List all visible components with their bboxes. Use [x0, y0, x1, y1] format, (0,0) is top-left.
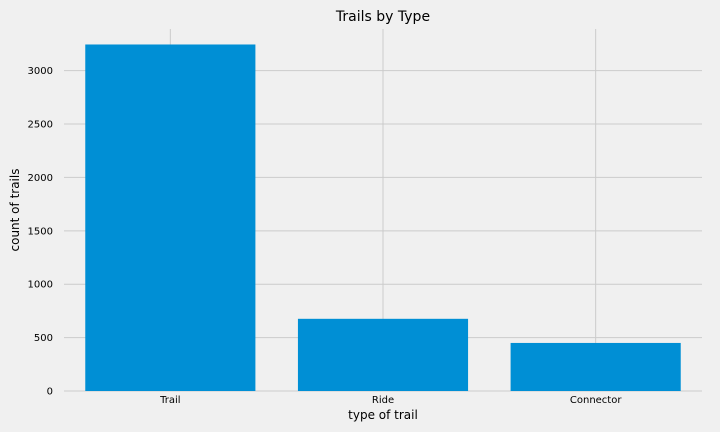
y-tick-label: 1500: [28, 226, 53, 237]
x-tick-label: Connector: [570, 395, 622, 406]
bar-trail: [85, 44, 256, 392]
bar-connector: [510, 342, 681, 391]
y-tick-label: 2000: [28, 173, 53, 184]
y-tick-labels: 0 500 1000 1500 2000 2500 3000: [28, 66, 53, 397]
x-tick-label: Trail: [159, 395, 180, 406]
chart-title: Trails by Type: [335, 9, 430, 25]
x-tick-labels: Trail Ride Connector: [159, 395, 622, 406]
y-tick-label: 500: [34, 333, 53, 344]
bar-ride: [297, 318, 469, 391]
x-tick-label: Ride: [372, 395, 394, 406]
bars: [85, 44, 681, 392]
y-tick-label: 2500: [28, 120, 53, 131]
x-axis-label: type of trail: [348, 408, 418, 422]
y-tick-label: 3000: [28, 66, 53, 77]
y-tick-label: 0: [47, 387, 53, 398]
y-axis-label: count of trails: [8, 169, 22, 252]
y-tick-label: 1000: [28, 280, 53, 291]
